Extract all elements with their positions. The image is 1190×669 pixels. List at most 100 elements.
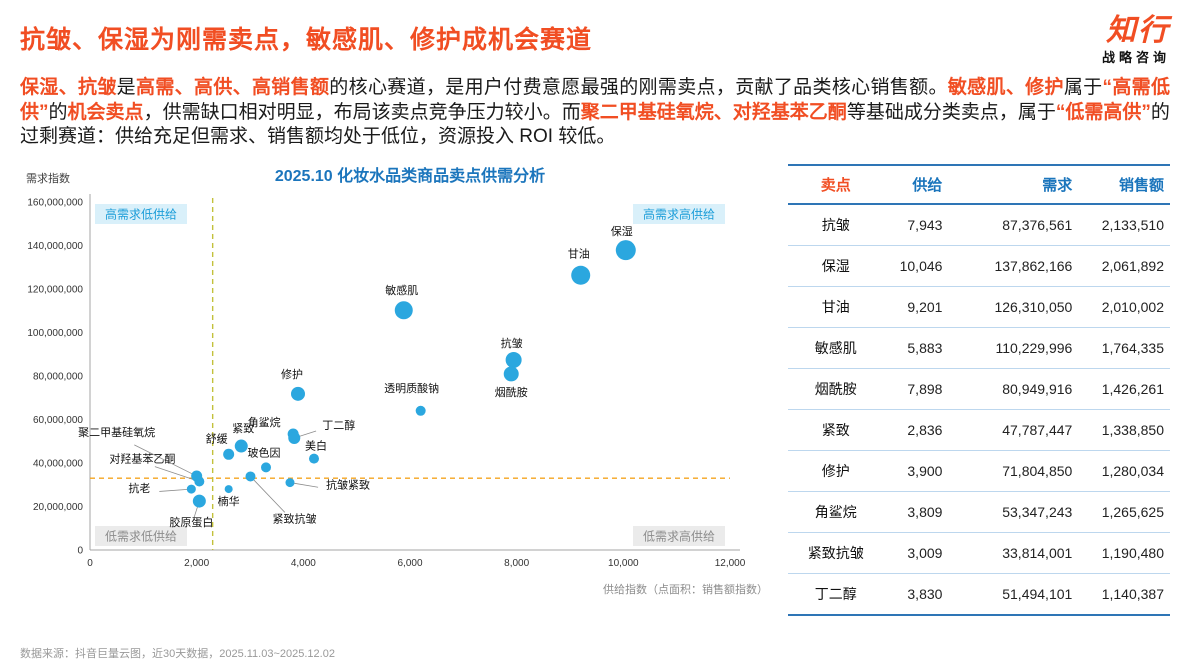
table-body: 抗皱 7,943 87,376,561 2,133,510 保湿 10,046 137,86… xyxy=(788,204,1170,617)
chart-bubble xyxy=(234,439,248,453)
quadrant-label: 高需求低供给 xyxy=(105,207,177,222)
y-tick-label: 80,000,000 xyxy=(33,372,83,383)
bubble-label: 丁二醇 xyxy=(322,418,355,432)
data-source-note: 数据来源：抖音巨量云图，近30天数据，2025.11.03~2025.12.02 xyxy=(20,648,335,660)
chart-bubble xyxy=(194,476,205,487)
table-row: 角鲨烷 3,809 53,347,243 1,265,625 xyxy=(788,491,1170,534)
table-cell: 1,190,480 xyxy=(1078,532,1170,575)
summary-segment: 属于 xyxy=(1063,77,1103,98)
bubble-label: 紧致抗皱 xyxy=(272,512,316,526)
chart-bubble xyxy=(245,471,256,482)
table-cell: 1,338,850 xyxy=(1078,409,1170,452)
logo-subtitle: 战略咨询 xyxy=(1101,50,1170,65)
summary-segment: “低需高供” xyxy=(1055,101,1151,123)
table-cell: 1,764,335 xyxy=(1078,327,1170,370)
table-cell: 71,804,850 xyxy=(948,450,1079,493)
x-axis-note: 供给指数（点面积：销售额指数） xyxy=(603,584,768,597)
table-cell: 烟酰胺 xyxy=(788,368,884,411)
table-cell: 修护 xyxy=(788,450,884,493)
bubble-label: 保湿 xyxy=(611,224,633,238)
label-leader-line xyxy=(250,476,286,513)
table-row: 敏感肌 5,883 110,229,996 1,764,335 xyxy=(788,327,1170,370)
y-tick-label: 0 xyxy=(77,546,83,557)
bubble-label: 聚二甲基硅氧烷 xyxy=(78,425,155,439)
bubble-label: 对羟基苯乙酮 xyxy=(109,452,175,466)
table-cell: 3,900 xyxy=(883,450,949,493)
x-tick-label: 6,000 xyxy=(397,558,422,569)
chart-title: 2025.10 化妆水品类商品卖点供需分析 xyxy=(274,168,546,186)
summary-segment: 高需、高供、高销售额 xyxy=(136,77,330,98)
quadrant-label: 高需求高供给 xyxy=(643,207,715,222)
bubble-label: 楠华 xyxy=(218,494,240,508)
quadrant-label-bg xyxy=(95,204,187,225)
bubble-label: 抗老 xyxy=(128,481,150,495)
summary-segment: 聚二甲基硅氧烷、对羟基苯乙酮 xyxy=(580,101,847,123)
table-header-cell: 需求 xyxy=(948,164,1079,206)
quadrant-label-bg xyxy=(633,526,725,547)
chart-bubble xyxy=(261,462,271,473)
table-cell: 角鲨烷 xyxy=(788,491,884,534)
summary-segment: 敏感肌、修护 xyxy=(947,77,1064,98)
table-cell: 抗皱 xyxy=(788,204,884,247)
bubble-label: 抗皱紧致 xyxy=(326,478,370,492)
bubble-label: 烟酰胺 xyxy=(495,385,528,399)
table-cell: 7,898 xyxy=(883,368,949,411)
bubble-label: 透明质酸钠 xyxy=(384,381,439,395)
logo-name: 知行 xyxy=(1106,14,1170,47)
summary-segment: 的核心赛道，是用户付费意愿最强的刚需卖点，贡献了品类核心销售额。 xyxy=(329,77,948,98)
page-title: 抗皱、保湿为刚需卖点，敏感肌、修护成机会赛道 xyxy=(20,26,593,54)
table-row: 紧致 2,836 47,787,447 1,338,850 xyxy=(788,409,1170,452)
table-header-row: 卖点 供给 需求 销售额 xyxy=(788,164,1170,206)
chart-bubble xyxy=(503,366,519,382)
table-cell: 1,140,387 xyxy=(1078,573,1170,617)
table-cell: 紧致 xyxy=(788,409,884,452)
logo: 知行 战略咨询 xyxy=(1101,14,1170,65)
table-cell: 甘油 xyxy=(788,286,884,329)
table-cell: 3,009 xyxy=(883,532,949,575)
chart-bubble xyxy=(224,485,233,494)
selling-points-table: 卖点 供给 需求 销售额 抗皱 7,943 87,376,561 2,133,510 保湿 10… xyxy=(788,164,1170,617)
chart-bubble xyxy=(505,352,522,369)
bubble-label: 玻色因 xyxy=(248,445,281,459)
chart-bubble xyxy=(186,484,196,494)
chart-bubble xyxy=(288,432,301,445)
main-content: 需求指数 2025.10 化妆水品类商品卖点供需分析 0 20,000,000 40… xyxy=(20,162,1170,617)
table-cell: 1,426,261 xyxy=(1078,368,1170,411)
page-header: 抗皱、保湿为刚需卖点，敏感肌、修护成机会赛道 知行 战略咨询 xyxy=(20,14,1170,65)
table-cell: 53,347,243 xyxy=(948,491,1079,534)
table-row: 甘油 9,201 126,310,050 2,010,002 xyxy=(788,286,1170,329)
summary-segment: 机会卖点 xyxy=(67,101,144,123)
table-cell: 1,280,034 xyxy=(1078,450,1170,493)
x-tick-label: 2,000 xyxy=(184,558,209,569)
table-cell: 7,943 xyxy=(883,204,949,247)
bubble-label: 舒缓 xyxy=(206,431,228,445)
bubble-label: 敏感肌 xyxy=(385,283,418,297)
summary-segment: 的过剩赛道：供给充足但需求、销售额均处于低位，资源投入 ROI 较低。 xyxy=(20,101,1170,148)
bubble-label: 美白 xyxy=(305,439,327,453)
table-cell: 9,201 xyxy=(883,286,949,329)
chart-bubble xyxy=(285,478,295,488)
label-leader-line xyxy=(159,488,192,492)
table-cell: 87,376,561 xyxy=(948,204,1079,247)
table-cell: 1,265,625 xyxy=(1078,491,1170,534)
table-cell: 47,787,447 xyxy=(948,409,1079,452)
bubble-label: 角鲨烷 xyxy=(248,415,281,429)
table-section: 卖点 供给 需求 销售额 抗皱 7,943 87,376,561 2,133,510 保湿 10… xyxy=(788,162,1170,617)
table-cell: 紧致抗皱 xyxy=(788,532,884,575)
label-leader-line xyxy=(154,466,200,482)
x-tick-label: 4,000 xyxy=(291,558,316,569)
chart-bubble xyxy=(192,494,206,508)
table-cell: 110,229,996 xyxy=(948,327,1079,370)
bubble-label: 紧致 xyxy=(232,421,254,435)
summary-segment: 保湿、抗皱 xyxy=(20,77,117,98)
summary-text: 保湿、抗皱是高需、高供、高销售额的核心赛道，是用户付费意愿最强的刚需卖点，贡献了… xyxy=(20,76,1170,150)
x-tick-label: 10,000 xyxy=(608,558,639,569)
x-tick-label: 0 xyxy=(87,558,93,569)
y-tick-label: 120,000,000 xyxy=(27,285,83,296)
y-tick-label: 60,000,000 xyxy=(33,415,83,426)
table-cell: 2,836 xyxy=(883,409,949,452)
chart-bubble xyxy=(415,405,426,416)
table-cell: 137,862,166 xyxy=(948,245,1079,288)
label-leader-line xyxy=(134,444,197,477)
